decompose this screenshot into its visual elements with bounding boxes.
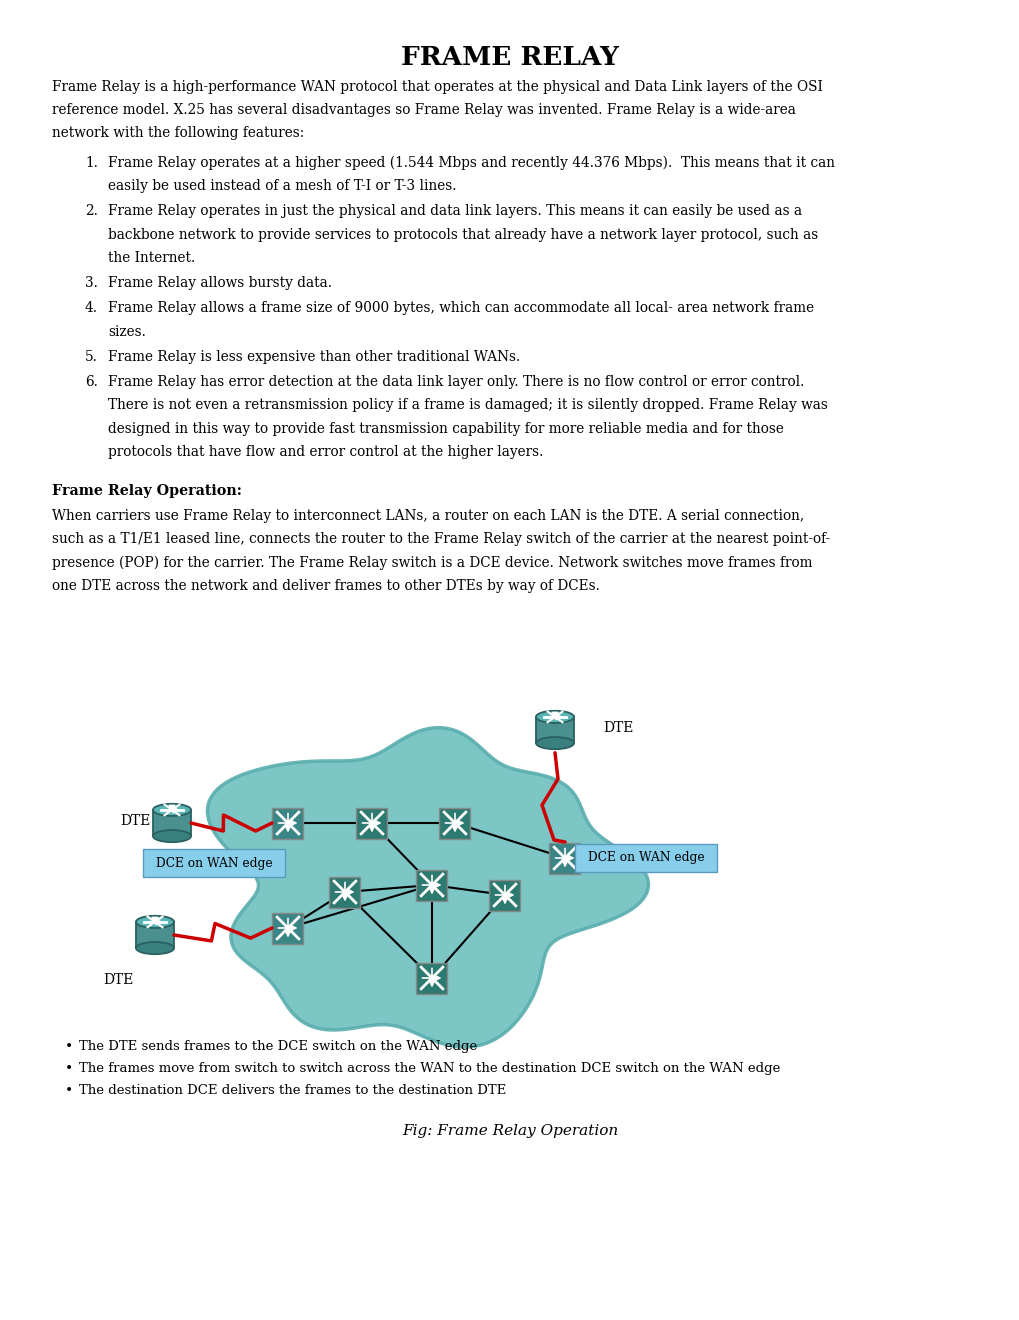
Text: DTE: DTE [120,814,150,828]
FancyBboxPatch shape [416,962,447,994]
Text: DCE on WAN edge: DCE on WAN edge [156,857,272,870]
Text: Fig: Frame Relay Operation: Fig: Frame Relay Operation [401,1125,618,1138]
Text: such as a T1/E1 leased line, connects the router to the Frame Relay switch of th: such as a T1/E1 leased line, connects th… [52,532,829,546]
FancyBboxPatch shape [535,717,574,743]
Text: backbone network to provide services to protocols that already have a network la: backbone network to provide services to … [108,227,817,242]
Text: The destination DCE delivers the frames to the destination DTE: The destination DCE delivers the frames … [78,1084,505,1097]
Text: Frame Relay operates in just the physical and data link layers. This means it ca: Frame Relay operates in just the physica… [108,205,801,218]
Text: sizes.: sizes. [108,325,146,338]
FancyBboxPatch shape [489,879,520,911]
FancyBboxPatch shape [272,912,304,944]
Text: DTE: DTE [103,973,133,987]
Ellipse shape [535,737,574,750]
Text: DTE: DTE [602,721,633,735]
Text: Frame Relay is a high-performance WAN protocol that operates at the physical and: Frame Relay is a high-performance WAN pr… [52,81,822,94]
FancyBboxPatch shape [549,842,580,874]
Text: •: • [65,1040,73,1053]
Text: •: • [65,1063,73,1076]
Text: FRAME RELAY: FRAME RELAY [400,45,619,70]
Ellipse shape [153,830,191,842]
Text: 4.: 4. [85,301,98,315]
Text: Frame Relay is less expensive than other traditional WANs.: Frame Relay is less expensive than other… [108,350,520,364]
Text: Frame Relay allows a frame size of 9000 bytes, which can accommodate all local- : Frame Relay allows a frame size of 9000 … [108,301,813,315]
Text: one DTE across the network and deliver frames to other DTEs by way of DCEs.: one DTE across the network and deliver f… [52,579,599,593]
FancyBboxPatch shape [329,876,360,908]
Ellipse shape [535,710,574,723]
Ellipse shape [136,916,174,928]
FancyBboxPatch shape [272,808,304,838]
Text: 2.: 2. [85,205,98,218]
Polygon shape [207,727,648,1047]
Ellipse shape [153,804,191,816]
FancyBboxPatch shape [143,849,284,876]
FancyBboxPatch shape [439,808,470,838]
Text: protocols that have flow and error control at the higher layers.: protocols that have flow and error contr… [108,445,543,459]
Text: network with the following features:: network with the following features: [52,127,304,140]
Text: •: • [65,1084,73,1098]
Text: The DTE sends frames to the DCE switch on the WAN edge: The DTE sends frames to the DCE switch o… [78,1040,477,1053]
Text: The frames move from switch to switch across the WAN to the destination DCE swit: The frames move from switch to switch ac… [78,1063,780,1074]
FancyBboxPatch shape [153,810,191,836]
Text: Frame Relay Operation:: Frame Relay Operation: [52,484,242,498]
Text: Frame Relay allows bursty data.: Frame Relay allows bursty data. [108,276,331,290]
Text: When carriers use Frame Relay to interconnect LANs, a router on each LAN is the : When carriers use Frame Relay to interco… [52,510,803,523]
Ellipse shape [136,942,174,954]
Text: 5.: 5. [85,350,98,364]
FancyBboxPatch shape [136,921,174,948]
Text: 3.: 3. [85,276,98,290]
FancyBboxPatch shape [416,870,447,900]
Text: easily be used instead of a mesh of T-I or T-3 lines.: easily be used instead of a mesh of T-I … [108,180,457,193]
Text: designed in this way to provide fast transmission capability for more reliable m: designed in this way to provide fast tra… [108,421,784,436]
Text: the Internet.: the Internet. [108,251,195,265]
Text: DCE on WAN edge: DCE on WAN edge [587,851,704,865]
Text: There is not even a retransmission policy if a frame is damaged; it is silently : There is not even a retransmission polic… [108,399,827,412]
FancyBboxPatch shape [357,808,387,838]
Text: Frame Relay has error detection at the data link layer only. There is no flow co: Frame Relay has error detection at the d… [108,375,804,389]
Text: reference model. X.25 has several disadvantages so Frame Relay was invented. Fra: reference model. X.25 has several disadv… [52,103,795,117]
Text: 1.: 1. [85,156,98,170]
Text: Frame Relay operates at a higher speed (1.544 Mbps and recently 44.376 Mbps).  T: Frame Relay operates at a higher speed (… [108,156,835,170]
Text: presence (POP) for the carrier. The Frame Relay switch is a DCE device. Network : presence (POP) for the carrier. The Fram… [52,556,812,570]
FancyBboxPatch shape [575,843,716,873]
Text: 6.: 6. [85,375,98,389]
